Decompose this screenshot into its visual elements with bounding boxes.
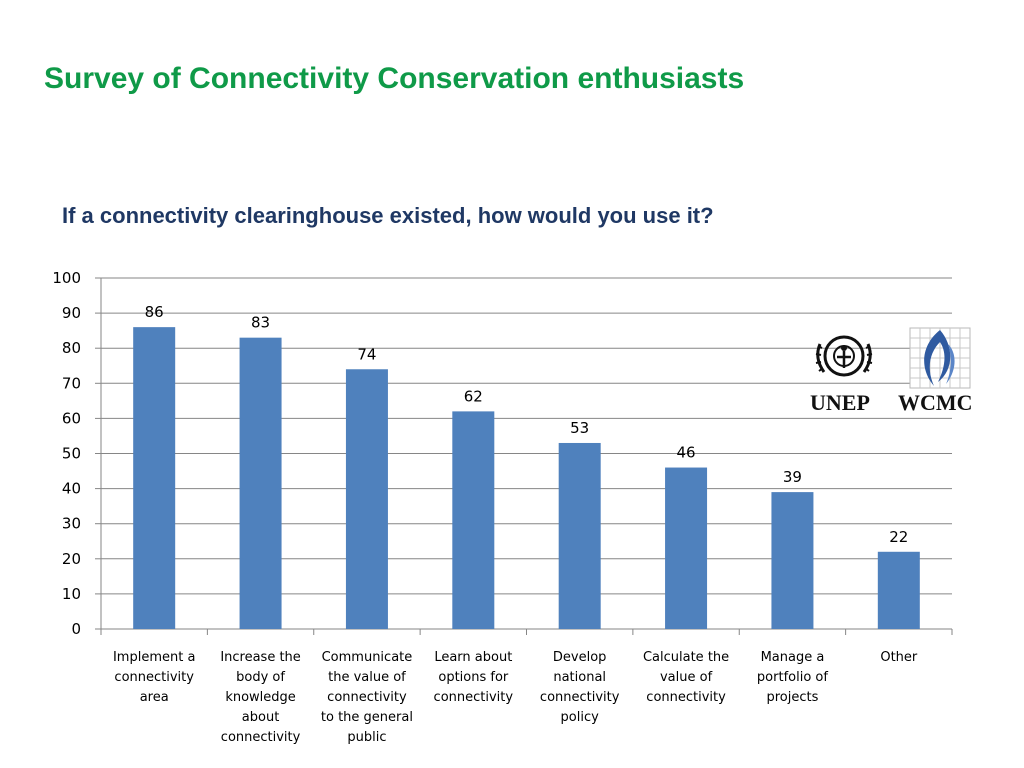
- y-tick-label: 60: [62, 409, 81, 427]
- x-tick-label-line: options for: [438, 670, 509, 685]
- x-tick-label-line: Other: [880, 650, 918, 665]
- x-tick-label-line: Communicate: [322, 650, 413, 665]
- bar: [133, 327, 176, 629]
- x-tick-label-line: national: [553, 670, 606, 685]
- x-tick-label-line: Implement a: [113, 650, 195, 665]
- x-tick-label-line: connectivity: [327, 690, 407, 705]
- x-tick-label-line: connectivity: [434, 690, 514, 705]
- x-tick-label-line: to the general: [321, 710, 413, 725]
- bar: [558, 442, 601, 629]
- x-tick-label-line: Calculate the: [643, 650, 729, 665]
- y-tick-label: 0: [71, 620, 81, 638]
- chart-title: If a connectivity clearinghouse existed,…: [62, 203, 714, 228]
- x-tick-label: Learn about options for connectivity: [434, 650, 514, 705]
- bar: [665, 467, 708, 629]
- x-tick-label-line: Develop: [553, 650, 607, 665]
- bar: [345, 369, 388, 629]
- x-tick-label-line: connectivity: [646, 690, 726, 705]
- x-tick-label: Calculate the value of connectivity: [643, 650, 729, 705]
- x-tick-label-line: area: [140, 690, 169, 705]
- x-tick-label-line: the value of: [328, 670, 406, 685]
- y-tick-label: 10: [62, 585, 81, 603]
- x-tick-label: Other: [880, 650, 918, 665]
- x-tick-label-line: body of: [236, 670, 285, 685]
- bar: [877, 551, 920, 629]
- x-tick-label-line: connectivity: [221, 730, 301, 745]
- y-tick-label: 30: [62, 515, 81, 533]
- y-tick-label: 50: [62, 445, 81, 463]
- data-label: 83: [251, 314, 270, 332]
- x-tick-label-line: projects: [766, 690, 818, 705]
- data-label: 53: [570, 419, 589, 437]
- x-tick-label: Communicate the value of connectivity to th…: [321, 650, 413, 745]
- unep-logo-text: UNEP: [810, 390, 870, 415]
- x-tick-label-line: Manage a: [761, 650, 825, 665]
- x-tick-label: Develop national connectivity policy: [540, 650, 620, 725]
- x-tick-label-line: policy: [561, 710, 600, 725]
- x-tick-label-line: value of: [660, 670, 713, 685]
- data-label: 62: [464, 387, 483, 405]
- data-label: 22: [889, 528, 908, 546]
- wcmc-emblem-icon: [909, 327, 971, 389]
- x-tick-label-line: about: [242, 710, 280, 725]
- y-tick-label: 90: [62, 304, 81, 322]
- x-tick-label-line: connectivity: [540, 690, 620, 705]
- wcmc-logo-text: WCMC: [898, 390, 973, 415]
- bar: [771, 492, 814, 629]
- x-tick-label-line: Increase the: [220, 650, 300, 665]
- bar: [239, 337, 282, 629]
- unep-emblem-icon: [815, 335, 873, 377]
- x-tick-label: Manage a portfolio of projects: [757, 650, 828, 705]
- x-tick-label: Increase the body of knowledge about connect…: [220, 650, 300, 745]
- y-tick-label: 80: [62, 339, 81, 357]
- x-tick-label-line: connectivity: [114, 670, 194, 685]
- x-tick-label-line: public: [347, 730, 386, 745]
- unep-wcmc-logos: UNEP WCMC: [810, 327, 973, 415]
- slide-title: Survey of Connectivity Conservation enth…: [44, 62, 745, 95]
- x-tick-label-line: Learn about: [434, 650, 512, 665]
- bar: [452, 411, 495, 629]
- x-tick-label: Implement a connectivity area: [113, 650, 195, 705]
- x-tick-label-line: knowledge: [225, 690, 295, 705]
- data-label: 74: [357, 345, 376, 363]
- y-tick-label: 40: [62, 480, 81, 498]
- data-label: 86: [145, 303, 164, 321]
- data-label: 39: [783, 468, 802, 486]
- y-tick-label: 20: [62, 550, 81, 568]
- x-tick-label-line: portfolio of: [757, 670, 828, 685]
- y-tick-label: 70: [62, 374, 81, 392]
- y-tick-label: 100: [52, 269, 81, 287]
- data-label: 46: [677, 444, 696, 462]
